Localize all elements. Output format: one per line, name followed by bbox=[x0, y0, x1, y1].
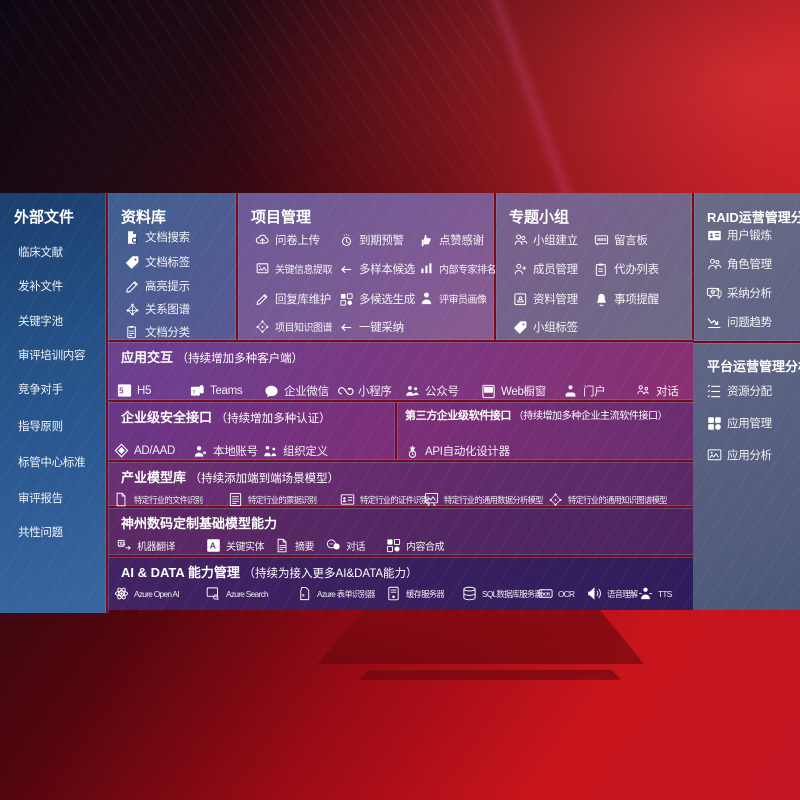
svg-text:T: T bbox=[192, 389, 195, 394]
svg-text:BBS: BBS bbox=[597, 237, 606, 242]
svg-text:QA: QA bbox=[711, 290, 715, 293]
svg-text:A: A bbox=[210, 541, 216, 551]
svg-text:OCR: OCR bbox=[541, 592, 551, 598]
svg-text:文A: 文A bbox=[119, 541, 125, 546]
svg-text:e: e bbox=[302, 592, 305, 597]
